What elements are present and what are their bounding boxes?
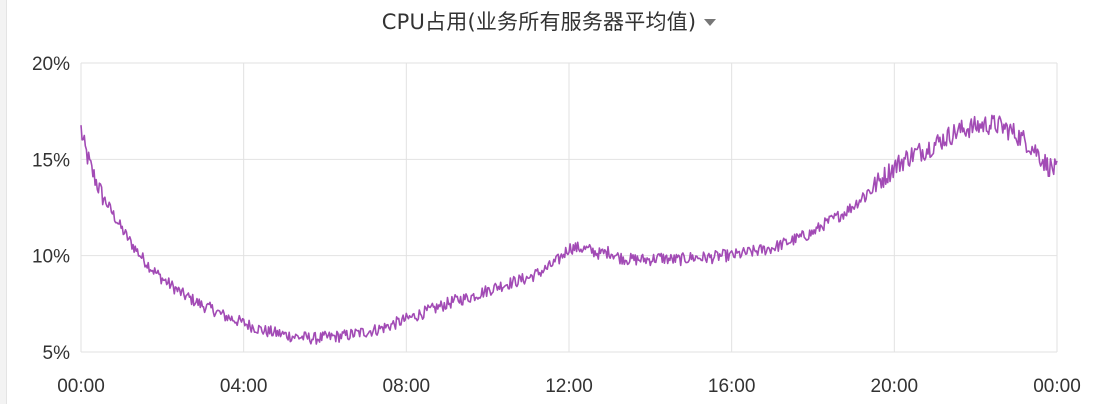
y-tick-label: 15%: [32, 150, 70, 171]
x-tick-label: 00:00: [57, 376, 105, 397]
series-lines: [80, 114, 1058, 345]
panel-title: CPU占用(业务所有服务器平均值): [381, 10, 697, 34]
x-tick-label: 16:00: [708, 376, 756, 397]
x-tick-label: 00:00: [1033, 376, 1081, 397]
x-axis-ticks: 00:00 04:00 08:00 12:00 16:00 20:00 00:00: [57, 376, 1081, 397]
x-tick-label: 12:00: [545, 376, 593, 397]
grid-lines: [80, 62, 1058, 353]
y-axis-ticks: 5% 10% 15% 20%: [32, 54, 70, 364]
panel-left-border: [0, 0, 7, 404]
y-tick-label: 20%: [32, 54, 70, 75]
series-line: [80, 114, 1058, 345]
x-tick-label: 08:00: [383, 376, 431, 397]
panel-header: CPU占用(业务所有服务器平均值): [0, 6, 1098, 36]
caret-down-icon[interactable]: [704, 19, 717, 26]
y-tick-label: 10%: [32, 247, 70, 268]
panel-title-dropdown[interactable]: CPU占用(业务所有服务器平均值): [381, 6, 717, 36]
y-tick-label: 5%: [43, 343, 71, 364]
x-tick-label: 20:00: [871, 376, 919, 397]
x-tick-label: 04:00: [220, 376, 268, 397]
